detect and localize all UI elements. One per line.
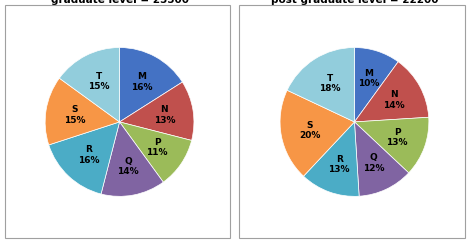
Wedge shape [119,82,194,140]
Text: M
16%: M 16% [131,72,152,92]
Wedge shape [49,122,119,194]
Wedge shape [355,48,398,122]
Text: N
13%: N 13% [154,105,175,124]
Wedge shape [59,48,119,122]
Text: Q
14%: Q 14% [117,157,139,176]
Text: N
14%: N 14% [383,90,405,110]
Wedge shape [355,117,429,173]
Text: T
18%: T 18% [319,74,341,93]
Title: Total number of students of
post graduate level = 22200: Total number of students of post graduat… [271,0,438,5]
Wedge shape [303,122,359,196]
Text: R
16%: R 16% [78,145,99,165]
Text: S
20%: S 20% [299,121,320,140]
Text: R
13%: R 13% [328,155,350,174]
Wedge shape [101,122,163,196]
Wedge shape [45,78,119,145]
Text: S
15%: S 15% [64,105,85,124]
Wedge shape [355,62,428,122]
Text: T
15%: T 15% [88,72,109,91]
Wedge shape [280,90,355,176]
Text: M
10%: M 10% [358,69,379,88]
Wedge shape [287,48,355,122]
Text: Q
12%: Q 12% [363,153,384,173]
Text: P
11%: P 11% [146,138,168,157]
Text: P
13%: P 13% [386,128,408,147]
Wedge shape [119,122,191,182]
Wedge shape [355,122,409,196]
Title: Total number of students of
graduate level = 25500: Total number of students of graduate lev… [37,0,201,5]
Wedge shape [119,48,182,122]
